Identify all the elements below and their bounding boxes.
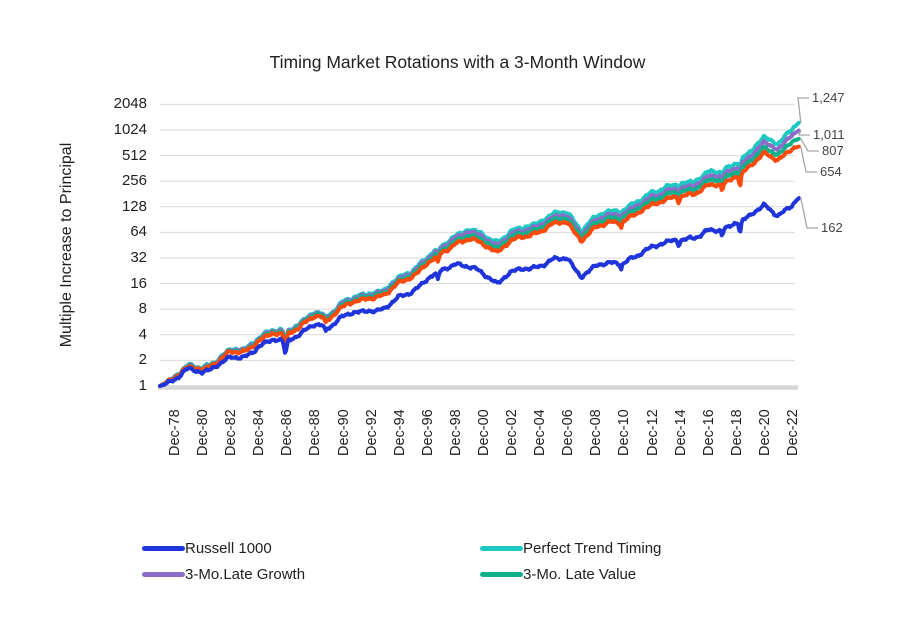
y-tick-label: 1 [138, 377, 147, 394]
end-value-label: 162 [821, 220, 843, 235]
y-tick-label: 64 [130, 223, 147, 241]
series-line-russell-1000 [158, 196, 801, 388]
x-tick-label: Dec-02 [504, 409, 521, 456]
x-tick-label: Dec-06 [560, 409, 577, 456]
x-tick-label: Dec-10 [616, 409, 633, 456]
end-value-label: 654 [820, 164, 842, 179]
x-tick-label: Dec-84 [251, 409, 268, 456]
y-tick-label: 2048 [113, 95, 147, 113]
legend-label: 3-Mo.Late Growth [185, 566, 306, 583]
legend-item-russell-1000: Russell 1000 [142, 540, 272, 557]
x-tick-label: Dec-82 [223, 409, 240, 456]
legend-swatch-3-mo-late-value [480, 572, 523, 577]
y-tick-label: 128 [121, 197, 147, 215]
end-label-leader-line [800, 197, 818, 229]
x-tick-label: Dec-78 [167, 409, 183, 456]
x-tick-label: Dec-92 [363, 409, 380, 456]
x-tick-label: Dec-08 [588, 409, 605, 456]
y-tick-label: 1024 [113, 121, 147, 138]
x-tick-label: Dec-00 [475, 409, 492, 456]
y-tick-label: 512 [121, 146, 147, 164]
legend-item-3-mo-late-value: 3-Mo. Late Value [480, 566, 636, 583]
legend-item-3-mo-late-growth: 3-Mo.Late Growth [142, 566, 305, 583]
x-tick-label: Dec-98 [447, 409, 464, 456]
end-value-label: 807 [822, 143, 844, 158]
y-tick-label: 4 [138, 325, 147, 343]
y-tick-label: 16 [130, 274, 147, 292]
x-tick-label: Dec-16 [700, 409, 717, 456]
chart-title: Timing Market Rotations with a 3-Month W… [269, 52, 646, 72]
x-tick-label: Dec-88 [307, 409, 324, 456]
x-tick-label: Dec-20 [756, 409, 773, 456]
series-line-unlabeled [158, 144, 801, 388]
legend-swatch-3-mo-late-growth [142, 572, 185, 577]
end-value-label: 1,247 [812, 90, 845, 105]
x-tick-label: Dec-80 [195, 409, 212, 456]
legend-label: 3-Mo. Late Value [523, 566, 637, 583]
legend-swatch-russell-1000 [142, 546, 185, 551]
x-tick-label: Dec-04 [532, 409, 549, 456]
y-tick-label: 256 [121, 172, 147, 190]
x-tick-label: Dec-94 [391, 409, 408, 456]
legend-swatch-perfect-trend-timing [480, 546, 523, 551]
x-tick-label: Dec-86 [279, 409, 296, 456]
end-label-leader-line [798, 130, 810, 136]
legend-item-perfect-trend-timing: Perfect Trend Timing [480, 540, 661, 557]
x-tick-label: Dec-12 [644, 409, 661, 456]
end-label-leader-line [800, 146, 817, 173]
end-label-leader-line [797, 97, 809, 123]
y-tick-label: 2 [138, 351, 147, 369]
legend-label: Russell 1000 [185, 540, 272, 557]
x-tick-label: Dec-14 [672, 409, 689, 456]
end-value-label: 1,011 [813, 127, 845, 142]
y-axis-title: Multiple Increase to Principal [58, 142, 75, 348]
x-tick-label: Dec-96 [419, 409, 436, 456]
end-label-leader-line [800, 138, 819, 152]
legend-label: Perfect Trend Timing [523, 540, 662, 557]
y-tick-label: 32 [130, 249, 147, 266]
x-tick-label: Dec-18 [728, 409, 745, 456]
x-tick-label: Dec-22 [784, 409, 801, 456]
x-tick-label: Dec-90 [335, 409, 352, 456]
y-tick-label: 8 [138, 300, 147, 318]
